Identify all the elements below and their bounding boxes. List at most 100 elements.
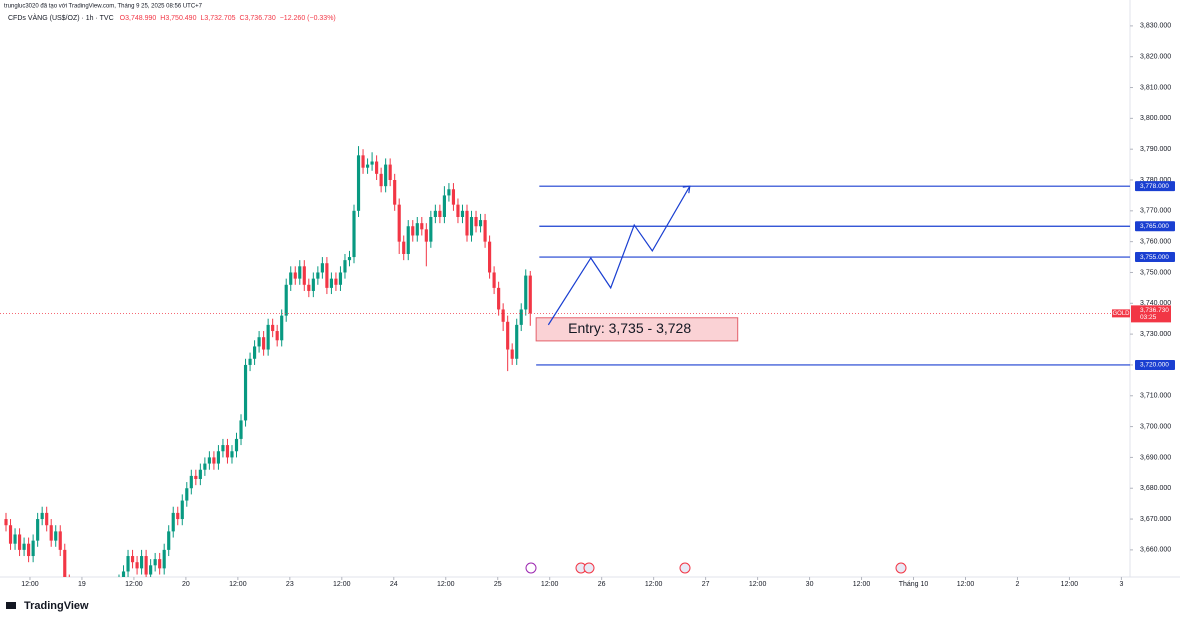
level-label: 3,720.000 [1140, 362, 1169, 369]
candle-body [415, 223, 419, 236]
x-tick-label: 2 [1016, 581, 1020, 588]
candle-body [140, 556, 144, 569]
candle-body [393, 180, 397, 205]
level-tag [1135, 252, 1175, 263]
candle-body [212, 457, 216, 464]
y-tick-label: 3,830.000 [1140, 23, 1171, 30]
candle-body [497, 287, 501, 310]
candle-body [311, 278, 315, 291]
candle-body [442, 195, 446, 217]
symbol-tag-label: GOLD [1112, 311, 1130, 317]
candle-body [58, 531, 62, 550]
candle-body [289, 272, 293, 285]
candle-body [49, 525, 53, 541]
candle-body [158, 559, 162, 569]
candle-body [515, 324, 519, 359]
candle-body [474, 216, 478, 227]
candle-body [149, 565, 153, 575]
candle-body [126, 556, 130, 572]
candle-body [347, 257, 352, 261]
ohlc: O3,748.990 [120, 15, 157, 22]
ohlc: L3,732.705 [200, 15, 235, 22]
candle-body [451, 189, 456, 205]
candle-body [144, 556, 148, 575]
x-tick-label: 23 [286, 581, 294, 588]
candle-body [63, 549, 67, 577]
candle-body [325, 263, 329, 288]
y-tick-label: 3,660.000 [1140, 547, 1171, 554]
candle-body [379, 173, 383, 187]
symbol: CFDs VÀNG (US$/OZ) · 1h · TVC [8, 13, 114, 22]
candle-body [510, 349, 514, 359]
candle-body [501, 309, 505, 322]
last-price-label: 3,736.730 [1140, 307, 1169, 314]
candle-body [506, 321, 510, 350]
candle-body [17, 534, 22, 550]
candle-body [22, 543, 26, 550]
candle-body [424, 229, 428, 242]
level-label: 3,765.000 [1140, 223, 1169, 230]
ohlc: H3,750.490 [160, 15, 196, 22]
candle-body [54, 531, 58, 541]
candle-body [397, 204, 401, 242]
candle-body [384, 164, 388, 187]
x-tick-label: 12:00 [957, 581, 975, 588]
candle-body [524, 275, 528, 310]
candle-body [356, 155, 361, 211]
candle-body [225, 445, 230, 458]
candle-body [329, 278, 333, 288]
candle-body [207, 457, 211, 464]
candle-body [31, 540, 35, 557]
level-tag [1135, 359, 1175, 370]
candle-body [411, 226, 415, 236]
candle-body [130, 556, 135, 563]
candle-body [36, 519, 40, 541]
candle-body [352, 210, 356, 258]
logo: TradingView [6, 600, 89, 612]
x-tick-label: 20 [182, 581, 190, 588]
x-tick-label: 12:00 [229, 581, 247, 588]
candle-body [320, 263, 324, 273]
y-tick-label: 3,800.000 [1140, 115, 1171, 122]
candle-body [185, 488, 189, 501]
y-tick-label: 3,670.000 [1140, 516, 1171, 523]
candle-body [302, 266, 306, 285]
candle-body [230, 451, 234, 458]
y-tick-label: 3,690.000 [1140, 454, 1171, 461]
x-tick-label: 24 [390, 581, 398, 588]
candle-body [406, 226, 410, 254]
candle-body [257, 337, 261, 347]
x-tick-label: 12:00 [125, 581, 143, 588]
candle-body [280, 315, 284, 341]
level-tag [1135, 221, 1175, 232]
x-tick-label: 12:00 [645, 581, 663, 588]
candle-body [338, 272, 343, 285]
event-icons [525, 562, 907, 574]
ohlc: C3,736.730 [240, 15, 276, 22]
candle-body [234, 438, 239, 452]
x-tick-label: 12:00 [21, 581, 39, 588]
candle-body [27, 543, 31, 557]
entry-box [535, 317, 739, 342]
candle-body [266, 324, 270, 350]
candle-body [252, 346, 257, 359]
x-tick-label: 19 [78, 581, 86, 588]
footer-logo: TradingView [24, 600, 89, 612]
y-tick-label: 3,810.000 [1140, 84, 1171, 91]
projection-arrowhead [682, 185, 691, 194]
candle-body [438, 210, 442, 217]
entry-label: Entry: 3,735 - 3,728 [568, 320, 691, 336]
y-tick-label: 3,730.000 [1140, 331, 1171, 338]
candle-body [8, 525, 13, 544]
candle-body [375, 161, 379, 174]
y-tick-label: 3,780.000 [1140, 177, 1171, 184]
x-tick-label: 12:00 [749, 581, 767, 588]
candle-body [194, 475, 198, 479]
countdown-label: 03:25 [1140, 314, 1157, 321]
candle-body [121, 571, 126, 577]
candle-body [248, 358, 252, 365]
candle-body [40, 512, 44, 520]
candle-body [492, 272, 496, 288]
candle-body [216, 451, 221, 464]
